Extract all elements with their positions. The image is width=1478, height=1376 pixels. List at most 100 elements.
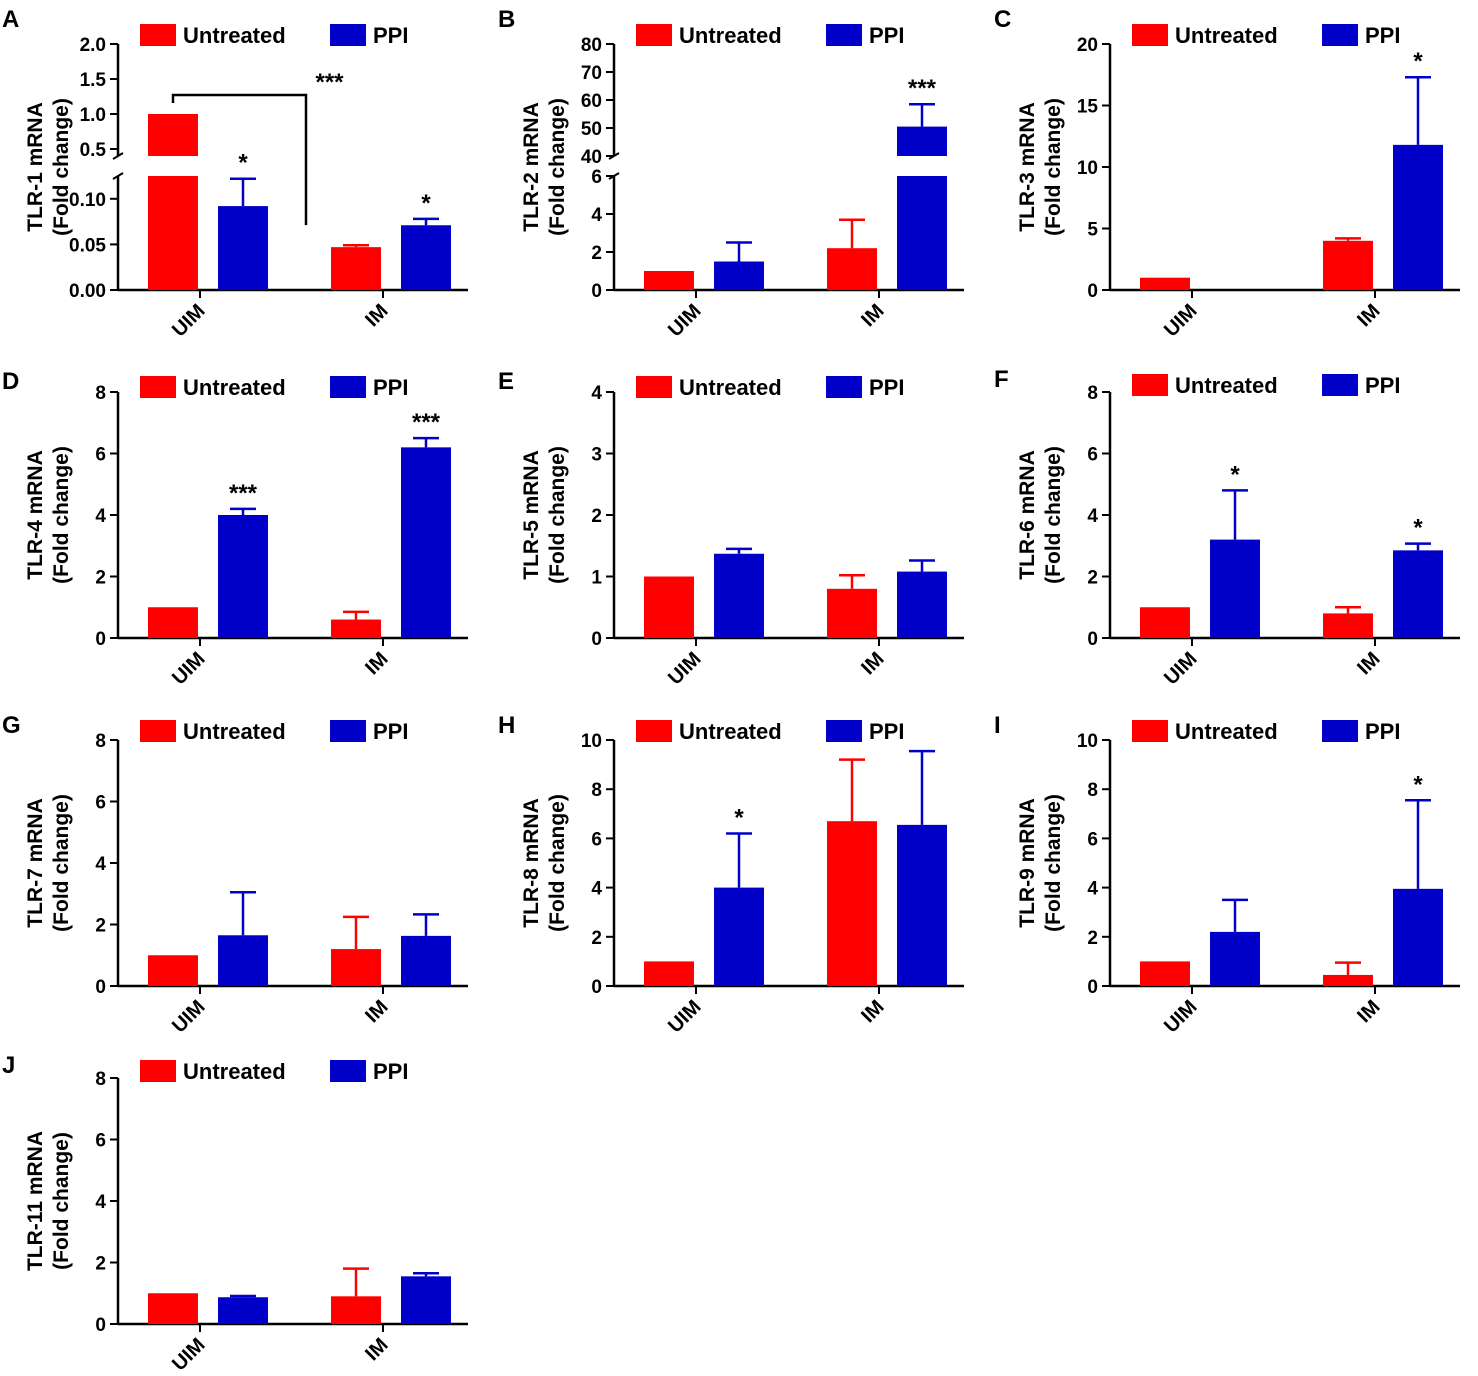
bar-ppi-im-upper [897,126,947,156]
bar-untreated-im [827,248,877,290]
bar-ppi-im [897,571,947,638]
y-tick-label: 4 [95,1192,106,1213]
y-tick-label: 8 [1087,383,1098,404]
legend-label-ppi: PPI [869,23,904,48]
panel-h: H Untreated PPI TLR-8 mRNA (Fold change) 0 2 4 6… [498,712,964,1037]
legend-swatch-ppi [1322,374,1358,396]
legend-label-untreated: Untreated [1175,373,1278,398]
y-tick-label: 20 [1077,35,1098,56]
y-tick-label: 0.00 [69,281,106,302]
y-tick-label: 10 [1077,158,1098,179]
axis-break-mark [112,152,124,160]
legend-swatch-ppi [1322,720,1358,742]
bar-ppi-im [897,824,947,986]
panel-label-a: A [2,6,19,33]
y-tick-label: 8 [1087,780,1098,801]
bar-untreated-im [331,1296,381,1324]
y-axis-label: TLR-4 mRNA (Fold change) [24,446,73,584]
y-tick-label: 2.0 [80,35,106,56]
x-tick-label-im: IM [361,996,392,1027]
significance-marker: *** [908,75,937,102]
legend-swatch-ppi [330,376,366,398]
significance-marker: * [1413,515,1423,542]
y-tick-label: 8 [95,1069,106,1090]
y-axis-label: TLR-5 mRNA (Fold change) [520,446,569,584]
legend-swatch-untreated [1132,374,1168,396]
legend-swatch-untreated [140,720,176,742]
panel-label-g: G [2,712,21,739]
significance-marker: * [238,150,248,177]
significance-marker: *** [229,480,258,507]
y-tick-label: 6 [95,445,106,466]
y-tick-label: 2 [95,568,106,589]
bar-ppi-uim [714,261,764,290]
bar-ppi-im [897,176,947,290]
y-tick-label: 6 [95,1131,106,1152]
legend-label-untreated: Untreated [1175,719,1278,744]
bar-ppi-uim [714,887,764,986]
legend-swatch-ppi [826,24,862,46]
bar-untreated-im [331,619,381,638]
y-tick-label: 8 [591,780,602,801]
legend-swatch-ppi [330,720,366,742]
y-axis-label: TLR-7 mRNA (Fold change) [24,794,73,932]
bar-ppi-im [1393,888,1443,986]
x-tick-label-uim: UIM [168,648,209,689]
bar-untreated-uim-upper [148,114,198,156]
panel-d: D Untreated PPI TLR-4 mRNA (Fold change) 0 2 4 6… [2,368,468,689]
panel-f: F Untreated PPI TLR-6 mRNA (Fold change) 0 2 4 6… [994,366,1460,689]
bar-ppi-uim [714,553,764,638]
legend-swatch-untreated [140,376,176,398]
x-tick-label-uim: UIM [664,996,705,1037]
x-tick-label-im: IM [361,648,392,679]
y-tick-label: 70 [581,63,602,84]
y-tick-label: 4 [591,383,602,404]
bar-untreated-im [331,949,381,986]
y-tick-label: 6 [591,167,602,188]
panel-label-c: C [994,6,1011,33]
panel-c: C Untreated PPI TLR-3 mRNA (Fold change) 0 5 10… [994,6,1460,341]
legend-swatch-untreated [140,24,176,46]
legend-swatch-ppi [826,720,862,742]
y-tick-label: 1.0 [80,105,106,126]
y-tick-label: 2 [591,506,602,527]
y-tick-label: 4 [95,854,106,875]
y-tick-label: 8 [95,383,106,404]
y-tick-label: 6 [95,793,106,814]
bar-untreated-im [827,588,877,638]
significance-marker: * [1413,48,1423,75]
y-tick-label: 0 [591,977,602,998]
x-tick-label-uim: UIM [168,1334,209,1375]
x-tick-label-im: IM [1353,996,1384,1027]
legend-label-untreated: Untreated [679,375,782,400]
bar-untreated-im [1323,974,1373,986]
bar-ppi-im [401,225,451,290]
legend-swatch-untreated [636,376,672,398]
panel-a: A Untreated PPI TLR-1 mRNA (Fold change) 0.00… [2,6,468,341]
bar-ppi-im [1393,144,1443,290]
x-tick-label-im: IM [857,996,888,1027]
bar-ppi-uim [218,1297,268,1324]
x-tick-label-uim: UIM [1160,648,1201,689]
legend-label-ppi: PPI [373,23,408,48]
x-tick-label-uim: UIM [168,996,209,1037]
y-tick-label: 80 [581,35,602,56]
legend-label-ppi: PPI [869,719,904,744]
panel-b: B Untreated PPI TLR-2 mRNA (Fold change) 0 2 4 6… [498,6,964,341]
y-axis-label: TLR-8 mRNA (Fold change) [520,794,569,932]
panel-label-i: I [994,712,1001,739]
bar-ppi-uim [218,935,268,986]
x-tick-label-im: IM [1353,300,1384,331]
bar-untreated-uim [1140,607,1190,638]
y-tick-label: 0.10 [69,190,106,211]
legend-label-ppi: PPI [373,719,408,744]
legend-label-untreated: Untreated [183,23,286,48]
y-tick-label: 2 [591,243,602,264]
axis-break-mark [112,172,124,180]
bar-ppi-uim [1210,539,1260,638]
x-tick-label-im: IM [857,648,888,679]
panel-label-b: B [498,6,515,33]
legend-label-ppi: PPI [1365,23,1400,48]
panel-label-e: E [498,368,514,395]
bar-ppi-im [401,935,451,986]
